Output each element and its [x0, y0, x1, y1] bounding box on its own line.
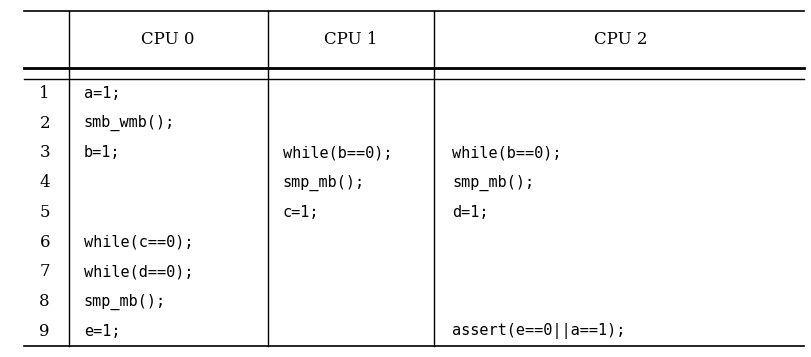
Text: 7: 7	[39, 263, 50, 280]
Text: b=1;: b=1;	[84, 145, 120, 160]
Text: smp_mb();: smp_mb();	[84, 293, 165, 310]
Text: CPU 0: CPU 0	[141, 31, 195, 48]
Text: 6: 6	[40, 234, 49, 251]
Text: 4: 4	[39, 174, 50, 191]
Text: smb_wmb();: smb_wmb();	[84, 115, 174, 131]
Text: 1: 1	[39, 85, 50, 102]
Text: 9: 9	[40, 323, 49, 340]
Text: while(b==0);: while(b==0);	[282, 145, 392, 160]
Text: a=1;: a=1;	[84, 86, 120, 101]
Text: 2: 2	[39, 115, 50, 132]
Text: while(d==0);: while(d==0);	[84, 265, 193, 280]
Text: d=1;: d=1;	[452, 205, 488, 220]
Text: 5: 5	[40, 204, 49, 221]
Text: 3: 3	[39, 145, 50, 161]
Text: e=1;: e=1;	[84, 324, 120, 339]
Text: CPU 1: CPU 1	[324, 31, 377, 48]
Text: CPU 2: CPU 2	[594, 31, 647, 48]
Text: while(b==0);: while(b==0);	[452, 145, 561, 160]
Text: 8: 8	[39, 293, 50, 310]
Text: while(c==0);: while(c==0);	[84, 235, 193, 250]
Text: assert(e==0||a==1);: assert(e==0||a==1);	[452, 323, 625, 340]
Text: smp_mb();: smp_mb();	[282, 175, 364, 191]
Text: c=1;: c=1;	[282, 205, 319, 220]
Text: smp_mb();: smp_mb();	[452, 175, 534, 191]
